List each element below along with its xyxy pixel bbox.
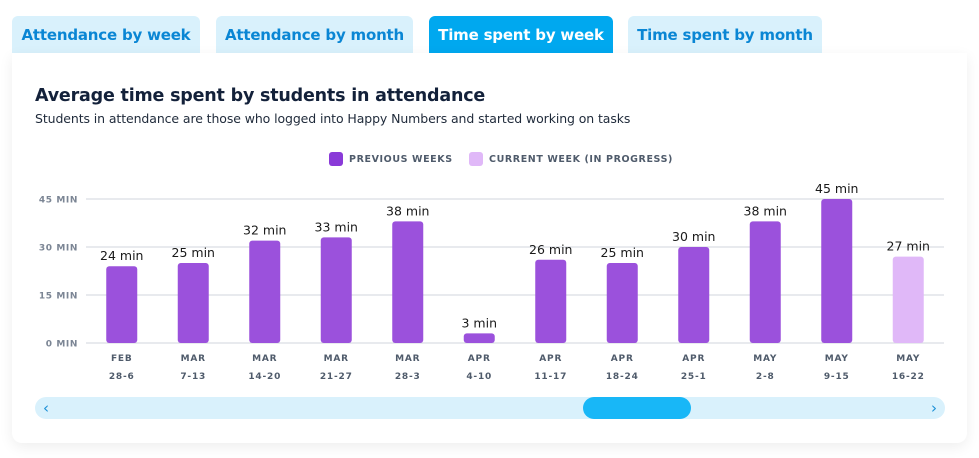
- bar-previous[interactable]: [249, 240, 281, 343]
- x-tick-month: APR: [611, 354, 634, 364]
- data-label: 38 min: [744, 203, 787, 218]
- x-tick-month: MAR: [181, 354, 206, 364]
- scroll-right-icon[interactable]: ›: [931, 399, 937, 417]
- x-tick-range: 18-24: [606, 372, 639, 382]
- bar-previous[interactable]: [535, 259, 567, 343]
- x-tick-month: APR: [682, 354, 705, 364]
- gridlines: [86, 198, 944, 344]
- chart-card: [12, 53, 967, 443]
- legend-item-previous-weeks: PREVIOUS WEEKS: [329, 152, 453, 166]
- y-tick-label: 15 MIN: [39, 292, 78, 302]
- data-label: 3 min: [462, 315, 498, 330]
- x-tick-range: 16-22: [892, 372, 925, 382]
- bar-previous[interactable]: [606, 263, 638, 343]
- legend-swatch-current: [469, 152, 483, 166]
- data-label: 32 min: [243, 223, 286, 238]
- bar-previous[interactable]: [392, 221, 424, 343]
- x-tick-month: MAY: [753, 354, 777, 364]
- y-tick-label: 0 MIN: [46, 340, 78, 350]
- x-tick-range: 9-15: [824, 372, 850, 382]
- bar-previous[interactable]: [678, 247, 710, 343]
- legend-label-current: CURRENT WEEK (IN PROGRESS): [489, 153, 673, 165]
- data-label: 26 min: [529, 242, 572, 257]
- legend-item-current-week: CURRENT WEEK (IN PROGRESS): [469, 152, 673, 166]
- data-label: 25 min: [601, 245, 644, 260]
- x-tick-month: FEB: [111, 354, 133, 364]
- tab-attendance-by-week[interactable]: Attendance by week: [12, 16, 200, 54]
- y-tick-label: 45 MIN: [39, 196, 78, 206]
- chart-title: Average time spent by students in attend…: [35, 86, 486, 106]
- x-tick-range: 4-10: [466, 372, 492, 382]
- data-label: 25 min: [172, 245, 215, 260]
- x-tick-range: 28-3: [395, 372, 421, 382]
- data-label: 24 min: [100, 248, 143, 263]
- legend-swatch-previous: [329, 152, 343, 166]
- x-tick-range: 28-6: [109, 372, 135, 382]
- data-label: 45 min: [815, 181, 858, 196]
- tab-time-spent-by-week[interactable]: Time spent by week: [429, 16, 613, 54]
- tab-bar: Attendance by week Attendance by month T…: [0, 0, 979, 54]
- x-tick-month: MAY: [896, 354, 920, 364]
- bar-previous[interactable]: [749, 221, 781, 343]
- x-tick-range: 7-13: [180, 372, 206, 382]
- x-tick-range: 11-17: [534, 372, 567, 382]
- data-labels: 24 min 25 min 32 min 33 min 38 min 3 min 26 mi…: [100, 181, 930, 330]
- y-axis-ticks: 0 MIN 15 MIN 30 MIN 45 MIN: [39, 196, 78, 350]
- x-tick-month: MAR: [324, 354, 349, 364]
- bar-current[interactable]: [892, 256, 924, 343]
- data-label: 27 min: [887, 239, 930, 254]
- x-tick-range: 21-27: [320, 372, 353, 382]
- data-label: 30 min: [672, 229, 715, 244]
- scrollbar-thumb[interactable]: [583, 397, 691, 419]
- chart-scrollbar[interactable]: ‹ ›: [35, 397, 945, 419]
- y-tick-label: 30 MIN: [39, 244, 78, 254]
- bar-previous[interactable]: [177, 263, 209, 343]
- x-tick-range: 2-8: [756, 372, 775, 382]
- bar-previous[interactable]: [106, 266, 138, 343]
- x-tick-month: MAR: [252, 354, 277, 364]
- scroll-left-icon[interactable]: ‹: [43, 399, 49, 417]
- tab-attendance-by-month[interactable]: Attendance by month: [216, 16, 413, 54]
- x-tick-range: 25-1: [681, 372, 707, 382]
- x-tick-range: 14-20: [248, 372, 281, 382]
- data-label: 33 min: [315, 219, 358, 234]
- bar-previous[interactable]: [821, 199, 853, 343]
- legend-label-previous: PREVIOUS WEEKS: [349, 153, 453, 165]
- x-tick-month: APR: [539, 354, 562, 364]
- bar-previous[interactable]: [463, 333, 495, 343]
- data-label: 38 min: [386, 203, 429, 218]
- bar-previous[interactable]: [320, 237, 352, 343]
- chart-subtitle: Students in attendance are those who log…: [35, 111, 631, 126]
- bars: [106, 199, 924, 343]
- x-axis-ticks: FEB 28-6 MAR 7-13 MAR 14-20 MAR 21-27 MAR 28-3 APR…: [109, 354, 925, 382]
- x-tick-month: MAR: [395, 354, 420, 364]
- x-tick-month: MAY: [825, 354, 849, 364]
- x-tick-month: APR: [468, 354, 491, 364]
- tab-time-spent-by-month[interactable]: Time spent by month: [628, 16, 822, 54]
